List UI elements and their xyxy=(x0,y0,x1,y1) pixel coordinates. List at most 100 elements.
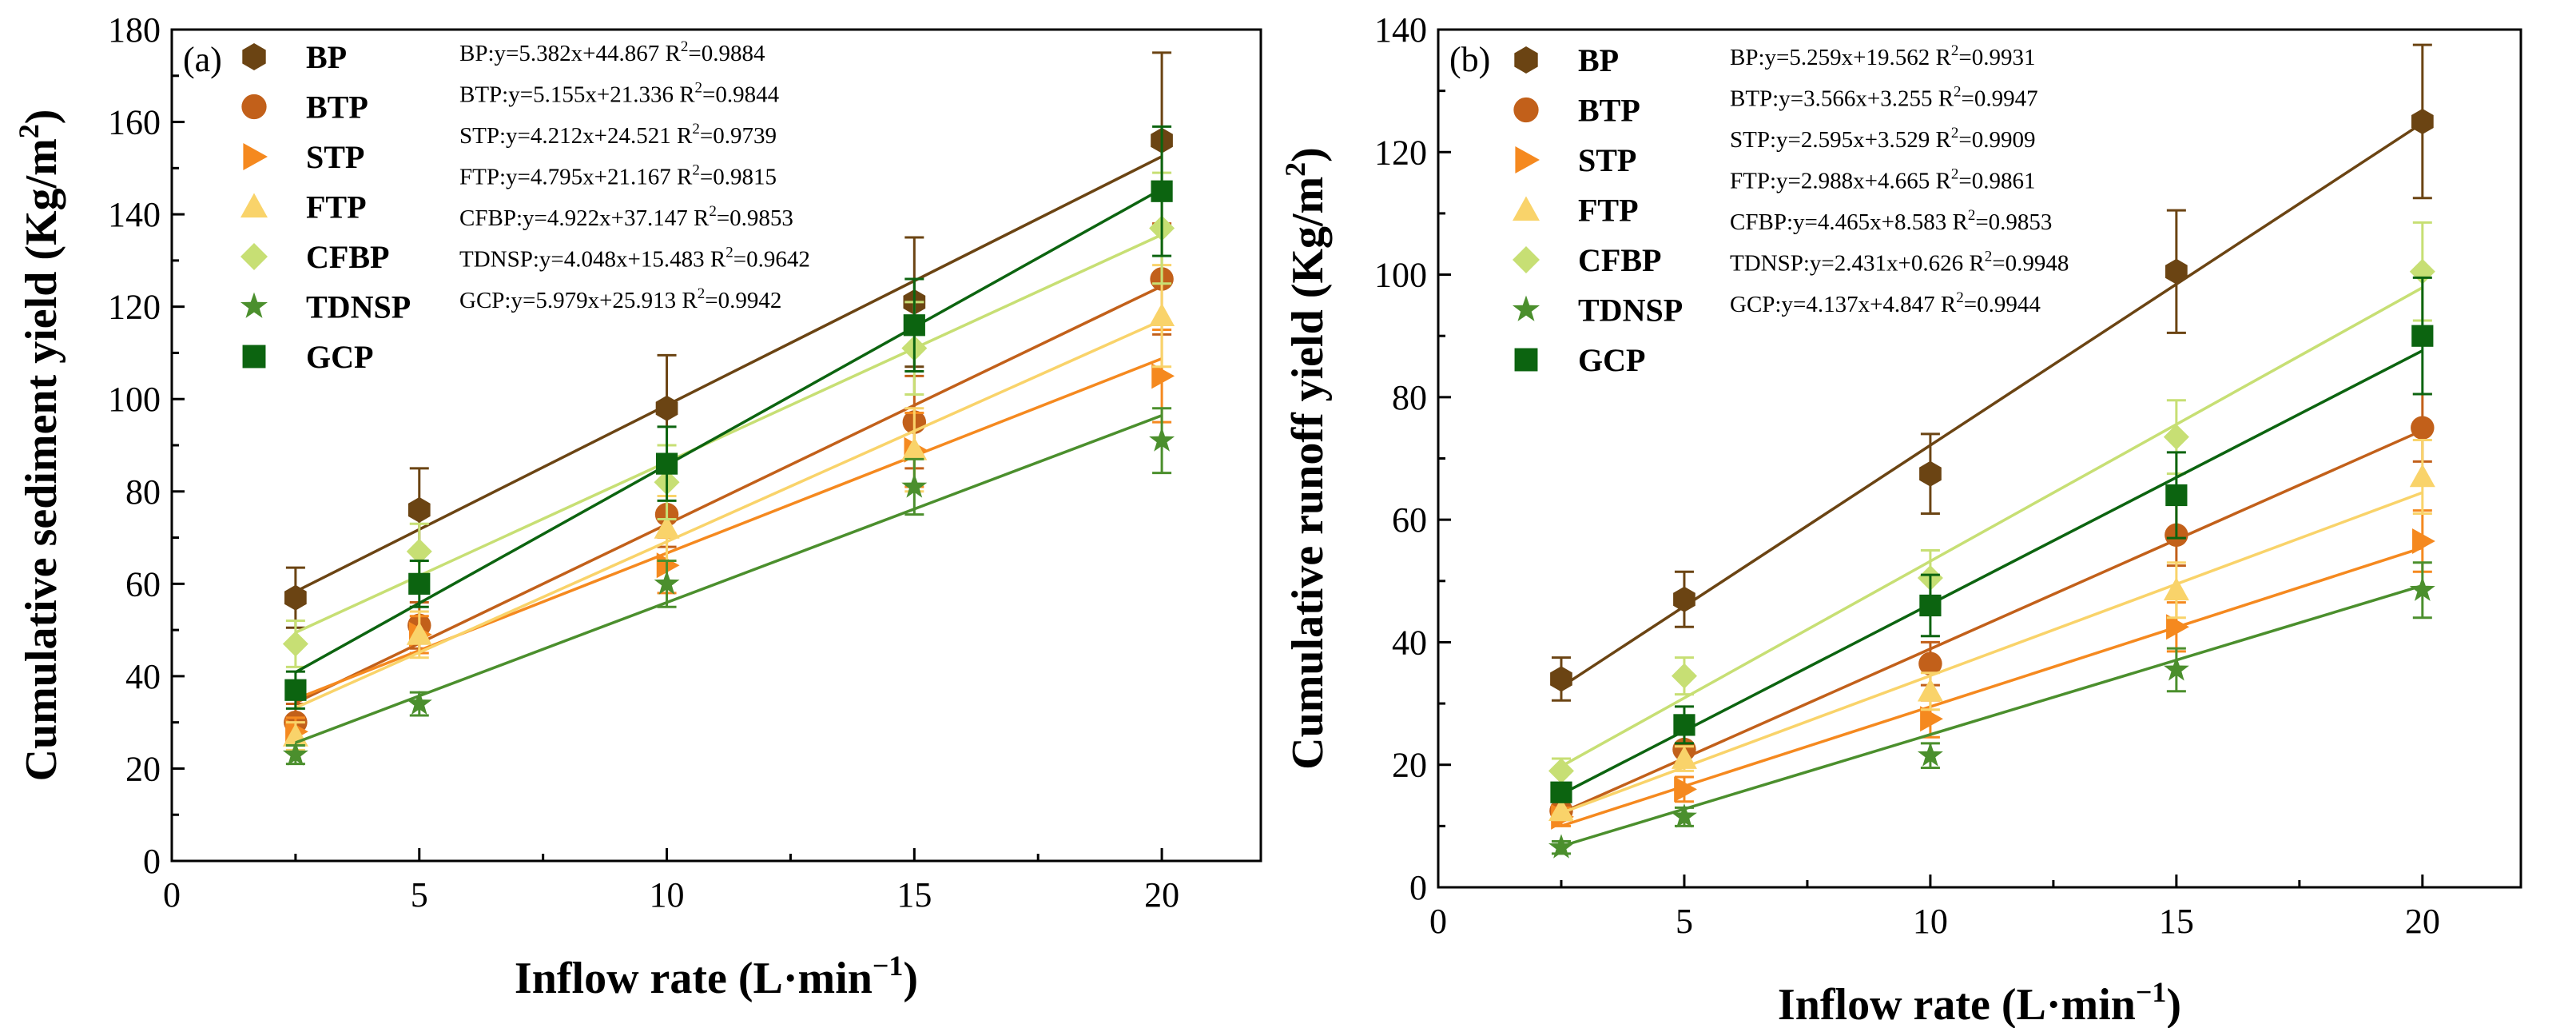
y-tick-label: 20 xyxy=(125,749,161,788)
legend-marker xyxy=(243,143,268,170)
y-tick-label: 80 xyxy=(1392,378,1427,417)
equation-superscript: 2 xyxy=(695,80,703,97)
legend-entry: GCP xyxy=(1578,342,1645,378)
data-point xyxy=(2166,614,2189,640)
equation-r2: =0.9739 xyxy=(700,123,777,149)
y-tick-label: 40 xyxy=(125,657,161,696)
equation-r2: =0.9844 xyxy=(702,82,780,108)
y-tick-label: 160 xyxy=(108,103,161,142)
x-tick-label: 5 xyxy=(411,875,428,914)
legend-entry: CFBP xyxy=(1578,242,1661,278)
data-point xyxy=(2409,576,2435,601)
legend-entry: BTP xyxy=(306,90,368,126)
series-ftp xyxy=(1548,439,2435,822)
equation-text: CFBP:y=4.465x+8.583 R xyxy=(1730,209,1968,235)
series-gcp xyxy=(284,125,1173,710)
equation-text: TDNSP:y=2.431x+0.626 R xyxy=(1730,251,1985,277)
equation-text: STP:y=4.212x+24.521 R xyxy=(459,123,693,149)
equation-r2: =0.9815 xyxy=(700,165,777,190)
legend-marker xyxy=(1514,348,1538,372)
data-point xyxy=(2163,656,2189,681)
equation-text: FTP:y=4.795x+21.167 R xyxy=(459,165,693,190)
data-point xyxy=(1671,663,1697,689)
y-tick-label: 60 xyxy=(125,564,161,604)
fit-line xyxy=(1560,349,2423,796)
x-axis-label-text: Inflow rate (L·min xyxy=(1778,980,2136,1028)
y-axis-label-end: ) xyxy=(1283,147,1333,162)
regression-equation: FTP:y=2.988x+4.665 R2=0.9861 xyxy=(1730,166,2035,194)
legend-marker xyxy=(242,345,266,369)
equation-r2: =0.9931 xyxy=(1958,45,2035,70)
equation-r2: =0.9861 xyxy=(1958,169,2035,194)
regression-equation: TDNSP:y=2.431x+0.626 R2=0.9948 xyxy=(1730,249,2069,277)
data-point xyxy=(1917,678,1943,702)
legend-entry: STP xyxy=(306,139,364,175)
equation-superscript: 2 xyxy=(698,285,706,302)
equation-r2: =0.9942 xyxy=(705,288,781,313)
x-tick-label: 20 xyxy=(1144,875,1179,914)
series-ftp xyxy=(282,264,1175,751)
y-tick-label: 80 xyxy=(125,472,161,512)
series-tdnsp xyxy=(1548,561,2435,859)
legend-marker xyxy=(1515,146,1540,173)
legend-marker xyxy=(242,43,266,70)
equation-superscript: 2 xyxy=(1951,166,1959,183)
y-tick-label: 0 xyxy=(143,842,161,881)
y-tick-label: 100 xyxy=(1374,256,1427,295)
x-axis-label-end: ) xyxy=(2166,980,2181,1028)
data-point xyxy=(655,395,678,421)
equation-r2: =0.9948 xyxy=(1992,251,2069,277)
fit-line xyxy=(1560,428,2423,815)
data-point xyxy=(282,741,308,766)
equation-r2: =0.9909 xyxy=(1958,127,2035,153)
data-point xyxy=(1673,586,1695,612)
data-point xyxy=(2165,484,2188,507)
series-tdnsp xyxy=(282,407,1175,766)
equation-r2: =0.9944 xyxy=(1964,292,2041,317)
y-axis-label-text: Cumulative runoff yield (Kg/m xyxy=(1283,177,1333,770)
data-point xyxy=(408,572,431,595)
series-bp xyxy=(1550,43,2434,702)
data-point xyxy=(654,516,680,539)
x-tick-label: 0 xyxy=(163,875,181,914)
regression-equation: GCP:y=4.137x+4.847 R2=0.9944 xyxy=(1730,289,2041,317)
regression-equation: BTP:y=5.155x+21.336 R2=0.9844 xyxy=(459,80,780,108)
chart-panel-a: 0 5 10 15 20 0 20 40 60 80 100 120 140 160 180 Inflow r… xyxy=(13,10,1262,1003)
x-tick-label: 10 xyxy=(1913,902,1948,941)
equation-r2: =0.9853 xyxy=(717,205,793,231)
equation-text: GCP:y=5.979x+25.913 R xyxy=(459,288,698,313)
legend-marker xyxy=(241,193,268,218)
x-axis-label-end: ) xyxy=(903,954,918,1003)
data-point xyxy=(284,679,307,701)
data-point xyxy=(1548,834,1574,859)
x-tick-label: 20 xyxy=(2405,902,2440,941)
equation-text: TDNSP:y=4.048x+15.483 R xyxy=(459,247,726,273)
legend-entry: BP xyxy=(306,39,347,75)
y-tick-label: 140 xyxy=(1374,10,1427,50)
data-point xyxy=(1151,180,1173,202)
data-point xyxy=(2409,464,2435,488)
data-point xyxy=(406,621,432,645)
data-point xyxy=(901,436,928,460)
regression-equation: BP:y=5.382x+44.867 R2=0.9884 xyxy=(459,38,765,66)
legend-entry: GCP xyxy=(306,339,373,375)
legend-entry: TDNSP xyxy=(306,289,411,325)
legend-marker xyxy=(241,94,267,120)
y-tick-label: 60 xyxy=(1392,500,1427,540)
equation-text: STP:y=2.595x+3.529 R xyxy=(1730,127,1951,153)
legend-entry: BP xyxy=(1578,42,1619,78)
data-point xyxy=(1548,798,1574,821)
legend-marker xyxy=(241,243,268,270)
equation-r2: =0.9884 xyxy=(688,41,765,66)
equation-text: GCP:y=4.137x+4.847 R xyxy=(1730,292,1957,317)
regression-equation: CFBP:y=4.465x+8.583 R2=0.9853 xyxy=(1730,207,2052,235)
equation-r2: =0.9642 xyxy=(733,247,810,273)
regression-equation: GCP:y=5.979x+25.913 R2=0.9942 xyxy=(459,285,781,313)
y-tick-label: 40 xyxy=(1392,623,1427,662)
data-point xyxy=(2411,325,2434,347)
equation-r2: =0.9947 xyxy=(1962,86,2038,112)
equation-superscript: 2 xyxy=(1951,125,1959,141)
data-point xyxy=(901,473,928,498)
data-point xyxy=(407,496,431,523)
chart-panel-b: 0 5 10 15 20 0 20 40 60 80 100 120 140 Inflow rate (L… xyxy=(1279,10,2522,1028)
